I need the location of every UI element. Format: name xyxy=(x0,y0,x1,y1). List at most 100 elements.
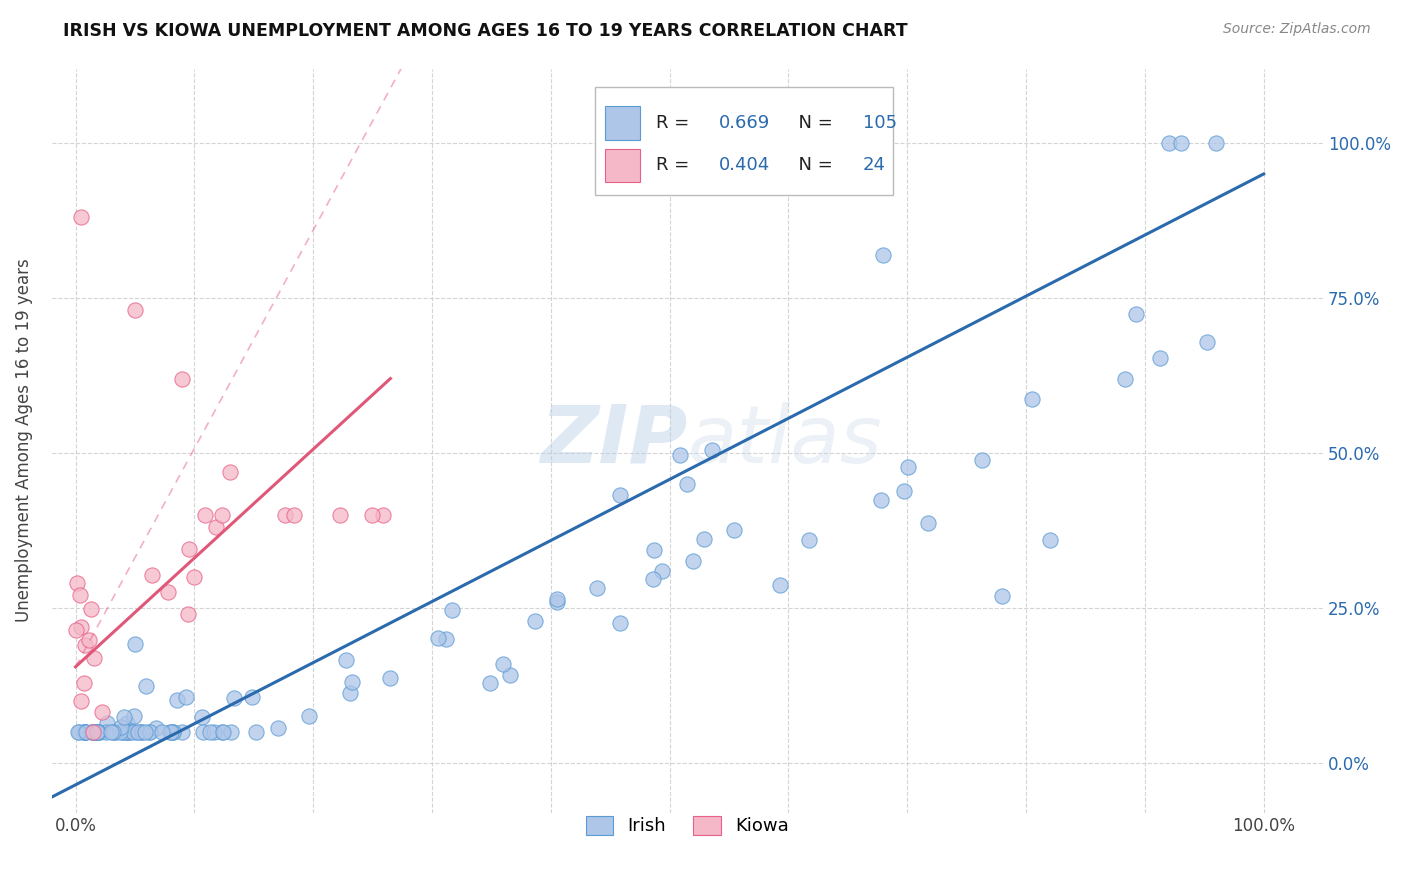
Point xyxy=(83,725,105,739)
Point xyxy=(124,637,146,651)
Point xyxy=(202,725,225,739)
Point xyxy=(267,721,290,735)
Text: 0.404: 0.404 xyxy=(720,156,770,174)
Point xyxy=(134,725,156,739)
Point xyxy=(120,725,142,739)
Point xyxy=(115,715,138,730)
Point xyxy=(66,725,89,739)
Point xyxy=(120,724,142,739)
Bar xyxy=(605,148,640,182)
Point xyxy=(872,247,894,261)
Point xyxy=(87,725,110,739)
Point xyxy=(340,675,363,690)
Text: ZIP: ZIP xyxy=(540,401,688,480)
Point xyxy=(1039,533,1062,547)
Point xyxy=(491,657,513,671)
Point xyxy=(124,303,146,318)
Point xyxy=(205,520,228,534)
Point xyxy=(86,725,108,739)
Point xyxy=(89,725,111,739)
Text: N =: N = xyxy=(786,114,838,132)
Point xyxy=(122,725,145,739)
Point xyxy=(524,614,547,628)
Point xyxy=(111,725,134,739)
Point xyxy=(69,588,91,602)
Point xyxy=(166,693,188,707)
Point xyxy=(117,725,139,739)
Point xyxy=(546,591,568,606)
Point xyxy=(112,725,135,739)
Point xyxy=(86,725,108,739)
Point xyxy=(1157,136,1180,150)
Point xyxy=(1114,371,1136,385)
Point xyxy=(131,725,153,739)
Point xyxy=(478,675,501,690)
Point xyxy=(643,542,665,557)
Point xyxy=(191,725,214,739)
Point xyxy=(641,572,664,586)
Point xyxy=(1197,334,1219,349)
Point xyxy=(72,725,94,739)
Point xyxy=(669,449,692,463)
Point xyxy=(170,725,193,739)
Point xyxy=(159,725,181,739)
Point xyxy=(211,725,233,739)
Point xyxy=(162,725,184,739)
Point xyxy=(174,690,197,704)
Point xyxy=(80,725,103,739)
Text: N =: N = xyxy=(786,156,838,174)
Point xyxy=(893,484,915,499)
Point xyxy=(96,725,118,739)
Point xyxy=(219,725,242,739)
Point xyxy=(585,581,607,595)
Point xyxy=(676,476,699,491)
Legend: Irish, Kiowa: Irish, Kiowa xyxy=(576,807,797,845)
Point xyxy=(117,725,139,739)
Point xyxy=(1149,351,1171,366)
Text: Source: ZipAtlas.com: Source: ZipAtlas.com xyxy=(1223,22,1371,37)
Point xyxy=(115,725,138,739)
Point xyxy=(82,725,104,739)
Point xyxy=(183,569,205,583)
Point xyxy=(67,725,90,739)
Point xyxy=(245,725,267,739)
Bar xyxy=(605,106,640,139)
Point xyxy=(87,725,110,739)
Point xyxy=(145,721,167,735)
Point xyxy=(427,631,450,645)
Point xyxy=(970,453,993,467)
Point xyxy=(224,690,246,705)
Point xyxy=(609,615,631,630)
Point xyxy=(274,508,297,522)
Point xyxy=(283,508,305,522)
Point xyxy=(139,725,162,739)
Point xyxy=(86,725,108,739)
Point xyxy=(441,603,464,617)
Point xyxy=(90,705,112,719)
Point xyxy=(127,725,149,739)
Point xyxy=(897,459,920,474)
Point xyxy=(1125,307,1147,321)
Point xyxy=(176,607,198,621)
Point xyxy=(682,554,704,568)
Point xyxy=(200,725,222,739)
Point xyxy=(371,508,394,522)
Text: atlas: atlas xyxy=(688,401,882,480)
Point xyxy=(434,632,457,646)
Point xyxy=(108,725,131,739)
Point xyxy=(769,578,792,592)
Point xyxy=(1021,392,1043,407)
Point xyxy=(723,523,745,537)
Point xyxy=(191,709,214,723)
Point xyxy=(157,584,180,599)
Point xyxy=(65,624,87,638)
Point xyxy=(1170,136,1192,150)
Point xyxy=(1205,136,1227,150)
Point xyxy=(329,508,352,522)
Point xyxy=(700,443,723,458)
Point xyxy=(73,725,96,739)
Point xyxy=(73,639,96,653)
Point xyxy=(125,725,148,739)
Point xyxy=(172,371,194,385)
Point xyxy=(360,508,382,522)
